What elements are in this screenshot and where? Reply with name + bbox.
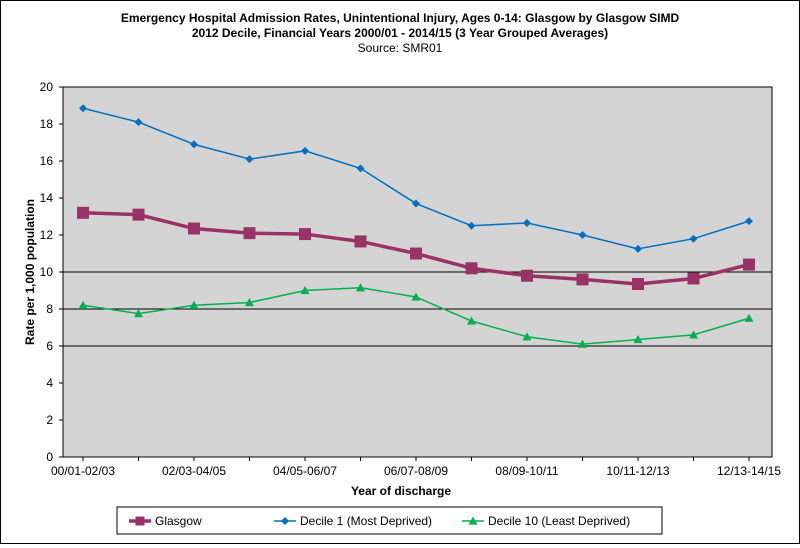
series-decile-1-most-deprived <box>79 104 753 253</box>
data-point-decile-10-least-deprived <box>356 283 365 292</box>
data-point-decile-1-most-deprived <box>412 199 420 208</box>
data-point-decile-10-least-deprived <box>744 313 754 322</box>
chart-title-line1: Emergency Hospital Admission Rates, Unin… <box>121 11 680 25</box>
legend-marker-glasgow <box>135 516 145 526</box>
data-point-decile-1-most-deprived <box>245 155 254 164</box>
data-point-glasgow <box>77 206 89 219</box>
x-tick-label: 08/09-10/11 <box>495 464 558 478</box>
data-point-decile-10-least-deprived <box>633 335 643 344</box>
data-point-decile-10-least-deprived <box>467 316 476 325</box>
chart-title-line2: 2012 Decile, Financial Years 2000/01 - 2… <box>192 26 608 40</box>
x-tick-label: 12/13-14/15 <box>717 464 781 478</box>
legend-marker-decile-10-least-deprived <box>468 516 478 525</box>
y-tick-label: 10 <box>40 265 54 279</box>
data-point-decile-10-least-deprived <box>134 309 143 318</box>
data-point-decile-1-most-deprived <box>190 140 198 149</box>
data-point-glasgow <box>354 235 367 248</box>
data-point-decile-10-least-deprived <box>578 339 587 348</box>
chart-subtitle: Source: SMR01 <box>358 41 443 55</box>
legend-marker-decile-1-most-deprived <box>281 517 289 525</box>
data-point-decile-1-most-deprived <box>134 118 143 127</box>
data-point-decile-1-most-deprived <box>523 218 531 227</box>
data-point-glasgow <box>632 278 644 291</box>
gridlines <box>63 271 772 347</box>
data-point-glasgow <box>521 269 533 282</box>
y-tick-label: 8 <box>46 302 53 316</box>
axes: 0 2 4 6 8 10 12 14 16 18 20 00/01-02/03 02/03-04/05 0… <box>40 80 782 478</box>
legend-label-decile-10-least-deprived: Decile 10 (Least Deprived) <box>488 514 630 528</box>
y-axis-label: Rate per 1,000 population <box>23 199 37 345</box>
x-tick-label: 02/03-04/05 <box>162 464 226 478</box>
data-point-decile-10-least-deprived <box>78 300 88 309</box>
series-decile-10-least-deprived <box>78 283 754 348</box>
data-point-glasgow <box>687 272 700 285</box>
x-tick-label: 04/05-06/07 <box>273 464 337 478</box>
legend-entries: Glasgow Decile 1 (Most Deprived) Decile 10… <box>129 514 630 528</box>
data-point-glasgow <box>465 262 478 275</box>
data-point-decile-10-least-deprived <box>300 286 310 295</box>
data-point-decile-1-most-deprived <box>467 221 476 230</box>
data-point-decile-10-least-deprived <box>689 330 698 339</box>
data-point-glasgow <box>243 227 256 240</box>
legend-label-glasgow: Glasgow <box>155 514 202 528</box>
data-point-decile-10-least-deprived <box>411 292 421 301</box>
y-tick-label: 4 <box>46 376 53 390</box>
data-point-decile-1-most-deprived <box>301 146 309 155</box>
data-point-decile-1-most-deprived <box>689 234 698 243</box>
y-tick-label: 18 <box>40 117 54 131</box>
data-point-glasgow <box>188 222 200 235</box>
data-point-decile-10-least-deprived <box>245 298 254 307</box>
data-point-decile-10-least-deprived <box>189 300 199 309</box>
y-tick-label: 20 <box>40 80 54 94</box>
data-point-decile-1-most-deprived <box>79 104 87 113</box>
data-point-decile-1-most-deprived <box>356 164 365 173</box>
series-layer <box>77 104 755 348</box>
legend-label-decile-1-most-deprived: Decile 1 (Most Deprived) <box>300 514 432 528</box>
data-point-glasgow <box>132 208 145 221</box>
x-tick-label: 00/01-02/03 <box>51 464 115 478</box>
data-point-decile-10-least-deprived <box>522 332 532 341</box>
y-tick-label: 0 <box>46 450 53 464</box>
data-point-glasgow <box>576 273 589 286</box>
x-tick-label: 10/11-12/13 <box>606 464 669 478</box>
data-point-glasgow <box>410 247 422 260</box>
data-point-decile-1-most-deprived <box>745 217 753 226</box>
data-point-glasgow <box>743 258 755 271</box>
series-glasgow <box>77 206 755 291</box>
legend: Glasgow Decile 1 (Most Deprived) Decile 10… <box>116 506 663 535</box>
data-point-glasgow <box>299 228 311 241</box>
y-tick-label: 6 <box>46 339 53 353</box>
x-axis-label: Year of discharge <box>351 484 451 498</box>
x-tick-label: 06/07-08/09 <box>384 464 448 478</box>
legend-box <box>116 506 663 535</box>
data-point-decile-1-most-deprived <box>634 244 642 253</box>
y-tick-label: 16 <box>40 154 54 168</box>
y-tick-label: 14 <box>40 191 54 205</box>
data-point-decile-1-most-deprived <box>578 231 587 239</box>
y-tick-label: 2 <box>46 413 53 427</box>
y-tick-label: 12 <box>40 228 54 242</box>
